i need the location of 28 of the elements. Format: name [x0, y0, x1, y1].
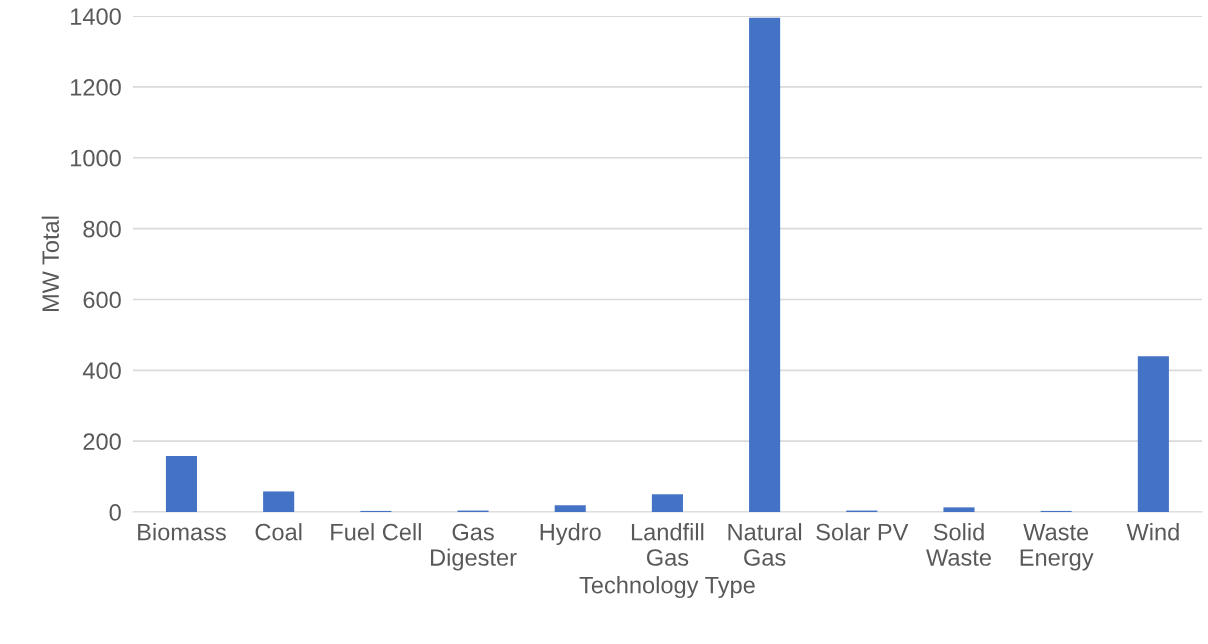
x-tick-label: Natural Gas	[728, 523, 802, 566]
y-tick-label: 1000	[71, 149, 121, 167]
bar	[263, 491, 295, 512]
y-tick-label: 400	[82, 362, 121, 380]
y-tick-label: 1400	[71, 8, 121, 25]
x-tick-label: Biomass	[138, 523, 226, 541]
x-tick-label: Gas Digester	[431, 523, 517, 571]
x-tick-label: Waste Energy	[1020, 523, 1094, 571]
y-tick-label: 800	[83, 220, 121, 238]
y-axis-title: MW Total	[41, 216, 60, 312]
y-tick-label: 200	[83, 433, 121, 450]
x-tick-label: Fuel Cell	[331, 523, 421, 541]
x-tick-label: Hydro	[540, 523, 601, 546]
bar	[165, 456, 198, 512]
x-tick-label: Landfill Gas	[631, 523, 704, 566]
bar	[1137, 356, 1169, 512]
bar	[943, 507, 975, 512]
y-tick-label: 1200	[71, 79, 121, 96]
y-tick-label: 600	[83, 291, 121, 309]
bar	[749, 17, 781, 512]
x-axis-title: Technology Type	[579, 576, 755, 599]
x-tick-label: Wind	[1126, 523, 1179, 541]
x-tick-label: Solar PV	[816, 523, 909, 541]
bar	[554, 505, 586, 512]
bar	[651, 494, 683, 512]
y-tick-label: 0	[109, 504, 121, 521]
x-tick-label: Solid Waste	[926, 523, 991, 566]
x-tick-label: Coal	[255, 523, 302, 541]
